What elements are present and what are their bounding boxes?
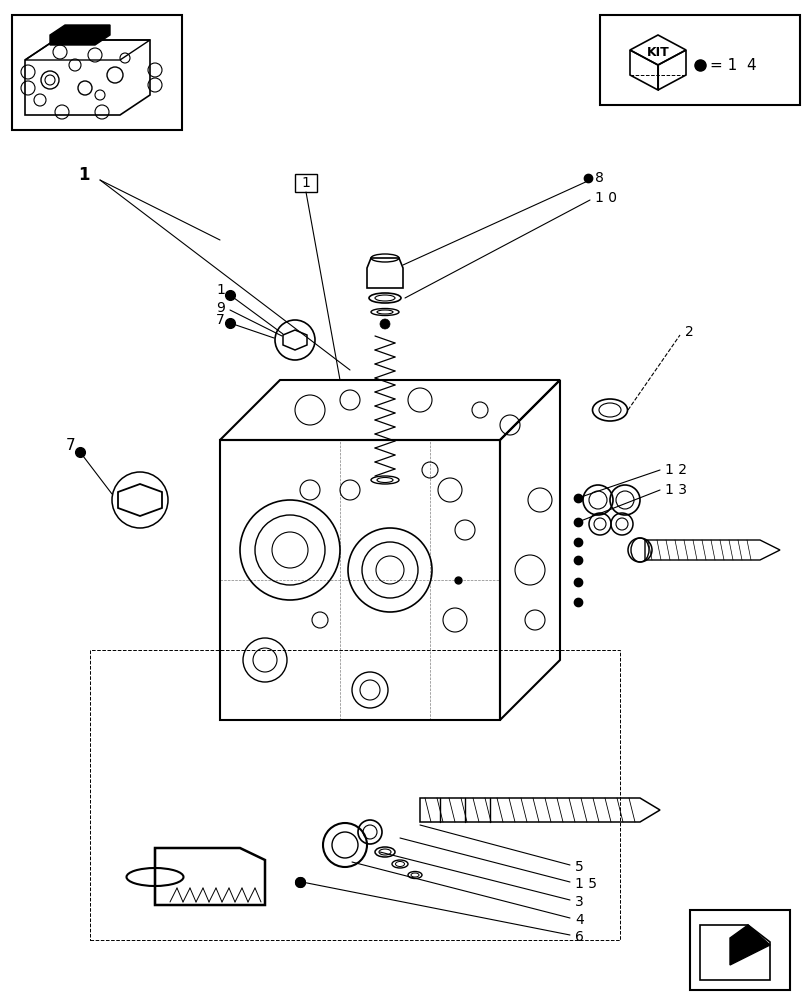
Text: 5: 5 [574, 860, 583, 874]
Text: 1 5: 1 5 [574, 877, 596, 891]
Circle shape [380, 319, 389, 329]
Text: = 1  4: = 1 4 [709, 58, 756, 73]
Text: 1: 1 [79, 166, 90, 184]
Text: 8: 8 [594, 171, 603, 185]
Bar [90, 650, 620, 940]
Bar [599, 15, 799, 105]
Text: 6: 6 [574, 930, 583, 944]
Bar [689, 910, 789, 990]
Text: 1 2: 1 2 [664, 463, 686, 477]
Text: 4: 4 [574, 913, 583, 927]
Bar [294, 174, 316, 192]
Text: 1: 1 [216, 283, 225, 297]
Text: 1: 1 [301, 176, 310, 190]
Text: 1 3: 1 3 [664, 483, 686, 497]
Bar [12, 15, 182, 130]
Text: 2: 2 [684, 325, 693, 339]
Text: 7: 7 [66, 438, 75, 452]
Text: 9: 9 [216, 301, 225, 315]
Text: 7: 7 [216, 313, 225, 327]
Polygon shape [729, 925, 769, 965]
Polygon shape [50, 25, 109, 45]
Text: 3: 3 [574, 895, 583, 909]
Text: KIT: KIT [646, 46, 668, 59]
Text: 1 0: 1 0 [594, 191, 616, 205]
